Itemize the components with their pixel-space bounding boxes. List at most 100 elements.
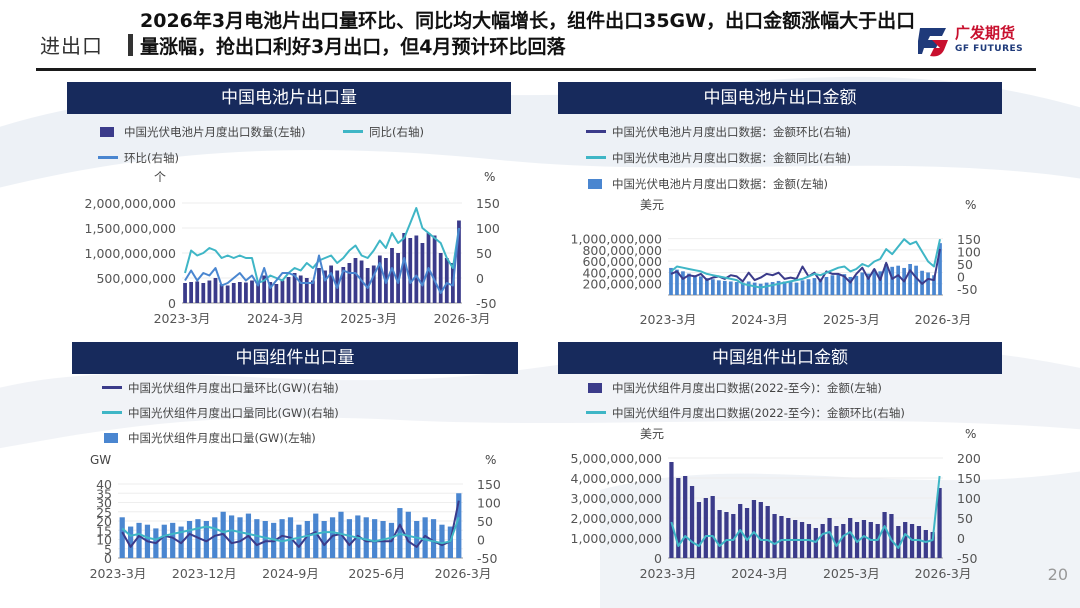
bar bbox=[699, 276, 703, 295]
chart-cell-export-volume: 中国光伏电池片月度出口数量(左轴) 同比(右轴) 环比(右轴) 个 % 0 500,000,… bbox=[85, 125, 500, 326]
series-line bbox=[184, 207, 460, 284]
right-axis-unit: % bbox=[965, 198, 976, 212]
y2-tick-label: -50 bbox=[957, 551, 977, 566]
legend-label: 中国光伏电池片月度出口数据：金额同比(右轴) bbox=[612, 151, 851, 165]
y2-tick-label: 0 bbox=[477, 533, 485, 548]
bar bbox=[292, 273, 297, 303]
bar bbox=[262, 275, 267, 303]
bar bbox=[430, 519, 437, 558]
bar bbox=[896, 526, 901, 558]
y-tick-label: 2,000,000,000 bbox=[571, 511, 662, 526]
bar bbox=[341, 267, 346, 303]
bar bbox=[439, 524, 445, 558]
bar bbox=[228, 515, 235, 558]
y2-tick-label: 100 bbox=[477, 496, 501, 511]
bar bbox=[669, 267, 673, 295]
bar bbox=[776, 280, 781, 295]
bar bbox=[377, 255, 382, 303]
legend-label: 中国光伏组件月度出口数据(2022-至今)：金额(左轴) bbox=[612, 381, 882, 395]
bar bbox=[195, 281, 200, 303]
x-tick-label: 2023-3月 bbox=[154, 311, 211, 326]
bar bbox=[693, 275, 697, 295]
bar bbox=[710, 279, 715, 295]
bar bbox=[304, 278, 309, 303]
y2-tick-label: -50 bbox=[477, 551, 497, 566]
bar bbox=[170, 522, 176, 558]
bar bbox=[896, 265, 901, 295]
legend-swatch-line bbox=[586, 130, 606, 133]
bar bbox=[231, 283, 236, 303]
y-tick-label: 2,000,000,000 bbox=[85, 196, 176, 211]
legend-label: 中国光伏组件月度出口量环比(GW)(右轴) bbox=[128, 381, 339, 395]
bar bbox=[456, 493, 462, 558]
bar bbox=[212, 517, 218, 558]
y-tick-label: 30 bbox=[96, 496, 112, 511]
y2-tick-label: -50 bbox=[957, 282, 977, 297]
y-tick-label: 1,000,000,000 bbox=[85, 246, 176, 261]
bar bbox=[329, 517, 336, 558]
bar bbox=[414, 521, 420, 558]
legend-label: 中国光伏电池片月度出口数量(左轴) bbox=[124, 125, 305, 139]
bar bbox=[317, 268, 321, 303]
bar bbox=[923, 530, 928, 558]
bar bbox=[824, 276, 829, 295]
x-tick-label: 2023-3月 bbox=[640, 312, 697, 327]
bar bbox=[136, 522, 142, 558]
gf-logo-icon bbox=[918, 28, 948, 57]
bar bbox=[812, 278, 817, 295]
bar bbox=[740, 282, 745, 295]
bar bbox=[444, 258, 449, 303]
bar bbox=[866, 273, 871, 295]
right-axis-unit: % bbox=[965, 427, 976, 441]
y2-tick-label: 0 bbox=[957, 531, 965, 546]
bar bbox=[889, 514, 894, 558]
y2-tick-label: 0 bbox=[476, 271, 484, 286]
panel-title-cell-value: 中国电池片出口金额 bbox=[558, 82, 1002, 114]
y2-tick-label: 200 bbox=[957, 451, 981, 466]
series-line bbox=[121, 516, 460, 545]
y-tick-label: 1,500,000,000 bbox=[85, 221, 176, 236]
bar bbox=[244, 282, 248, 303]
bar bbox=[371, 265, 376, 303]
bar bbox=[878, 271, 883, 295]
bar bbox=[402, 233, 407, 303]
y-tick-label: 1,000,000,000 bbox=[571, 232, 662, 247]
bar bbox=[207, 280, 212, 303]
y2-tick-label: 100 bbox=[476, 221, 500, 236]
bar bbox=[696, 502, 702, 558]
bar bbox=[872, 269, 877, 295]
bar bbox=[237, 517, 243, 558]
chart-module-export-value: 中国光伏组件月度出口数据(2022-至今)：金额(左轴) 中国光伏组件月度出口数据… bbox=[571, 381, 981, 581]
bar bbox=[861, 520, 867, 558]
bar bbox=[189, 282, 194, 303]
y2-tick-label: 0 bbox=[957, 269, 965, 284]
y-tick-label: 400,000,000 bbox=[582, 265, 662, 280]
bar bbox=[779, 516, 784, 558]
bar bbox=[420, 243, 425, 303]
bar bbox=[286, 277, 291, 303]
bar bbox=[396, 253, 400, 303]
bar bbox=[363, 517, 369, 558]
bar bbox=[280, 280, 285, 303]
bar bbox=[752, 282, 757, 295]
bar bbox=[414, 235, 419, 303]
bar bbox=[884, 264, 889, 295]
panel-title-module-value: 中国组件出口金额 bbox=[558, 342, 1002, 374]
x-tick-label: 2026-3月 bbox=[434, 311, 491, 326]
left-axis-unit: 个 bbox=[154, 170, 166, 184]
bar bbox=[675, 269, 679, 295]
bar bbox=[744, 508, 750, 558]
bar bbox=[296, 524, 302, 558]
legend-swatch-bar bbox=[588, 383, 602, 393]
bar bbox=[298, 275, 303, 303]
legend-label: 中国光伏组件月度出口量(GW)(左轴) bbox=[128, 431, 316, 445]
bar bbox=[728, 281, 733, 295]
y-tick-label: 15 bbox=[96, 523, 112, 538]
bar bbox=[890, 266, 895, 295]
bar bbox=[782, 281, 787, 295]
x-tick-label: 2023-3月 bbox=[90, 566, 147, 581]
logo-text-cn: 广发期货 bbox=[955, 24, 1016, 42]
bar bbox=[932, 275, 936, 295]
legend-swatch-line bbox=[586, 156, 606, 159]
bar bbox=[408, 238, 413, 303]
